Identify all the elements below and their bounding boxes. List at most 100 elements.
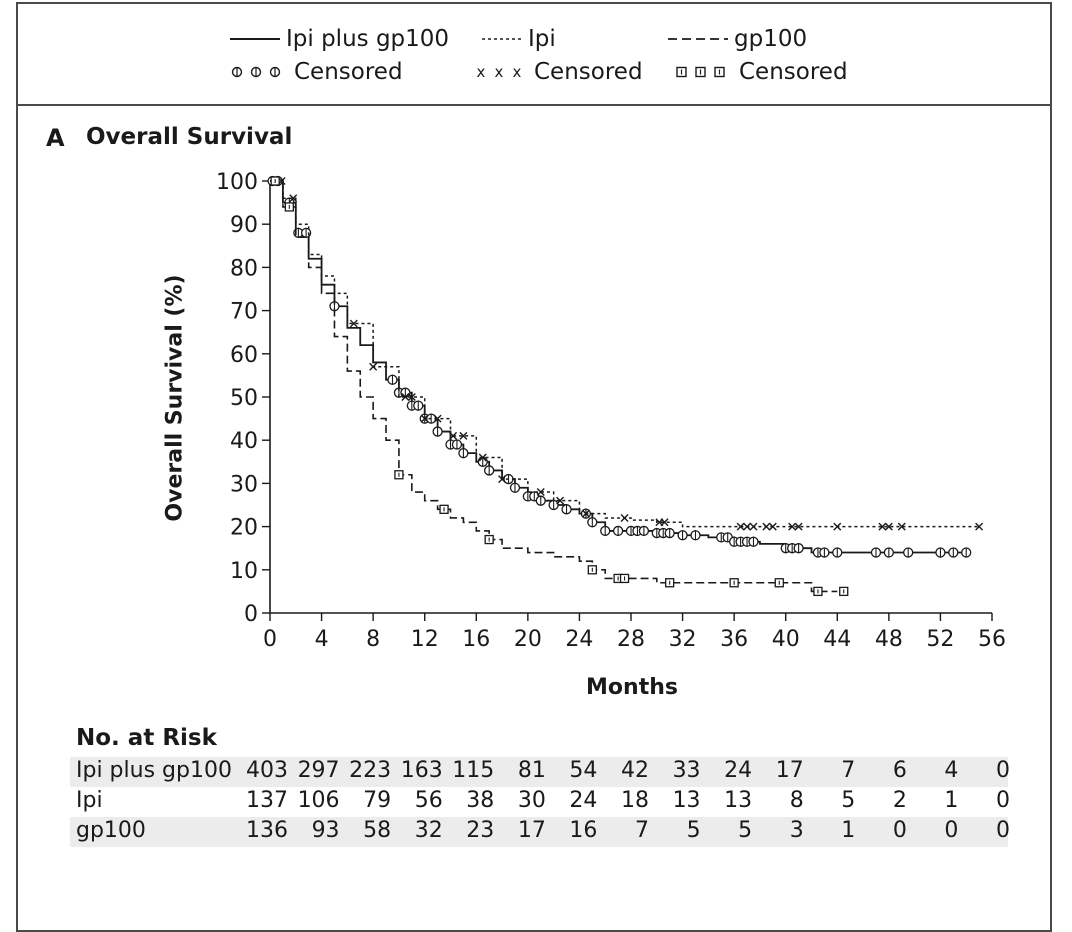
square-censor-icon: [676, 66, 725, 78]
censor-mark-x: [449, 431, 458, 440]
censor-mark-x: [743, 522, 752, 531]
panel-title: Overall Survival: [86, 124, 293, 150]
risk-cell: 137: [246, 788, 288, 813]
y-tick-label: 80: [230, 256, 258, 281]
censor-mark-x: [407, 393, 416, 401]
x-tick-label: 8: [366, 627, 380, 652]
censor-mark-x: [401, 393, 410, 401]
censor-mark-x: [749, 522, 758, 531]
x-censor-icon: x x x: [477, 65, 522, 79]
legend-label-ipi: Ipi: [528, 26, 556, 52]
x-tick-label: 12: [411, 627, 439, 652]
solid-line-swatch: [230, 38, 280, 40]
x-tick-label: 52: [926, 627, 954, 652]
x-tick-label: 36: [720, 627, 748, 652]
risk-cell: 0: [892, 818, 907, 843]
risk-cell: 5: [738, 818, 753, 843]
x-tick-label: 24: [565, 627, 593, 652]
censor-mark-x: [975, 522, 984, 531]
risk-cell: 33: [672, 758, 701, 783]
risk-row-label: Ipi plus gp100: [76, 758, 232, 783]
censor-mark-x: [498, 475, 507, 484]
censor-mark-x: [556, 496, 565, 505]
y-tick-label: 20: [230, 516, 258, 541]
risk-row: gp100 136 93 58 32 23 17 16 7 5 5 3 1 0 0 0: [70, 817, 1010, 847]
censor-mark-x: [768, 522, 777, 531]
legend-entry-gp100: gp100: [668, 26, 807, 52]
legend-label-ipi-gp100: Ipi plus gp100: [286, 26, 450, 52]
risk-cell: 5: [686, 818, 701, 843]
y-tick-label: 60: [230, 343, 258, 368]
censor-mark-x: [762, 522, 771, 531]
censor-mark-x: [349, 319, 358, 328]
x-tick-label: 44: [823, 627, 851, 652]
risk-cell: 79: [363, 788, 392, 813]
risk-cell: 93: [311, 818, 340, 843]
x-tick-label: 16: [462, 627, 490, 652]
risk-cell: 136: [246, 818, 288, 843]
censor-mark-x: [536, 488, 545, 497]
censor-mark-x: [788, 522, 797, 531]
y-tick-label: 40: [230, 429, 258, 454]
censor-mark-x: [369, 362, 378, 371]
censor-mark-x: [833, 522, 842, 531]
risk-table-title: No. at Risk: [76, 725, 217, 751]
risk-cell: 1: [944, 788, 959, 813]
legend-entry-ipi: Ipi: [482, 26, 556, 52]
risk-cell: 56: [414, 788, 443, 813]
risk-cell: 2: [892, 788, 907, 813]
censor-mark-x: [878, 522, 887, 531]
svg-text:x: x: [477, 65, 486, 79]
censor-mark-x: [289, 194, 298, 203]
risk-cell: 24: [569, 788, 598, 813]
risk-cell: 163: [400, 758, 443, 783]
censor-mark-x: [478, 453, 487, 462]
censor-mark-x: [884, 522, 893, 531]
risk-cell: 18: [621, 788, 649, 813]
risk-cell: 1: [841, 818, 856, 843]
x-tick-label: 0: [263, 627, 277, 652]
risk-cell: 13: [724, 788, 753, 813]
risk-cell: 16: [569, 818, 598, 843]
risk-cell: 106: [297, 788, 340, 813]
risk-row: Ipi plus gp100 403 297 223 163 115 81 54 42 33 24 1…: [70, 757, 1010, 787]
svg-text:x: x: [513, 65, 522, 79]
x-axis-label: Months: [586, 675, 678, 700]
legend-label-censored-3: Censored: [739, 59, 848, 85]
censor-mark-x: [736, 522, 745, 531]
y-tick-label: 70: [230, 300, 258, 325]
censor-mark-x: [897, 522, 906, 531]
risk-cell: 42: [621, 758, 649, 783]
risk-cell: 23: [466, 818, 495, 843]
risk-cell: 4: [944, 758, 959, 783]
censor-mark-x: [433, 414, 442, 423]
risk-cell: 0: [996, 818, 1010, 843]
risk-cell: 7: [635, 818, 649, 843]
risk-row-label: gp100: [76, 818, 146, 843]
legend-entry-ipi-gp100: Ipi plus gp100: [230, 26, 449, 52]
risk-cell: 8: [789, 788, 804, 813]
risk-cell: 58: [363, 818, 392, 843]
x-tick-label: 56: [978, 627, 1006, 652]
dashed-line-swatch: [668, 38, 728, 40]
risk-cell: 297: [297, 758, 340, 783]
legend-entry-censored-circle: Censored: [230, 59, 403, 85]
risk-cell: 17: [517, 818, 546, 843]
risk-cell: 0: [996, 788, 1010, 813]
risk-cell: 17: [775, 758, 804, 783]
risk-cell: 32: [414, 818, 443, 843]
risk-row-label: Ipi: [76, 788, 103, 813]
x-tick-label: 48: [875, 627, 903, 652]
risk-cell: 115: [452, 758, 495, 783]
x-tick-label: 40: [772, 627, 800, 652]
risk-cell: 81: [517, 758, 546, 783]
censor-mark-x: [420, 414, 429, 423]
risk-cell: 38: [466, 788, 495, 813]
y-tick-label: 10: [230, 559, 258, 584]
y-tick-label: 90: [230, 213, 258, 238]
risk-cell: 403: [246, 758, 288, 783]
series-line-dotted: [270, 180, 980, 528]
legend: Ipi plus gp100 Ipi gp100 Censored x x x …: [16, 2, 1052, 106]
censor-mark-x: [620, 513, 629, 522]
